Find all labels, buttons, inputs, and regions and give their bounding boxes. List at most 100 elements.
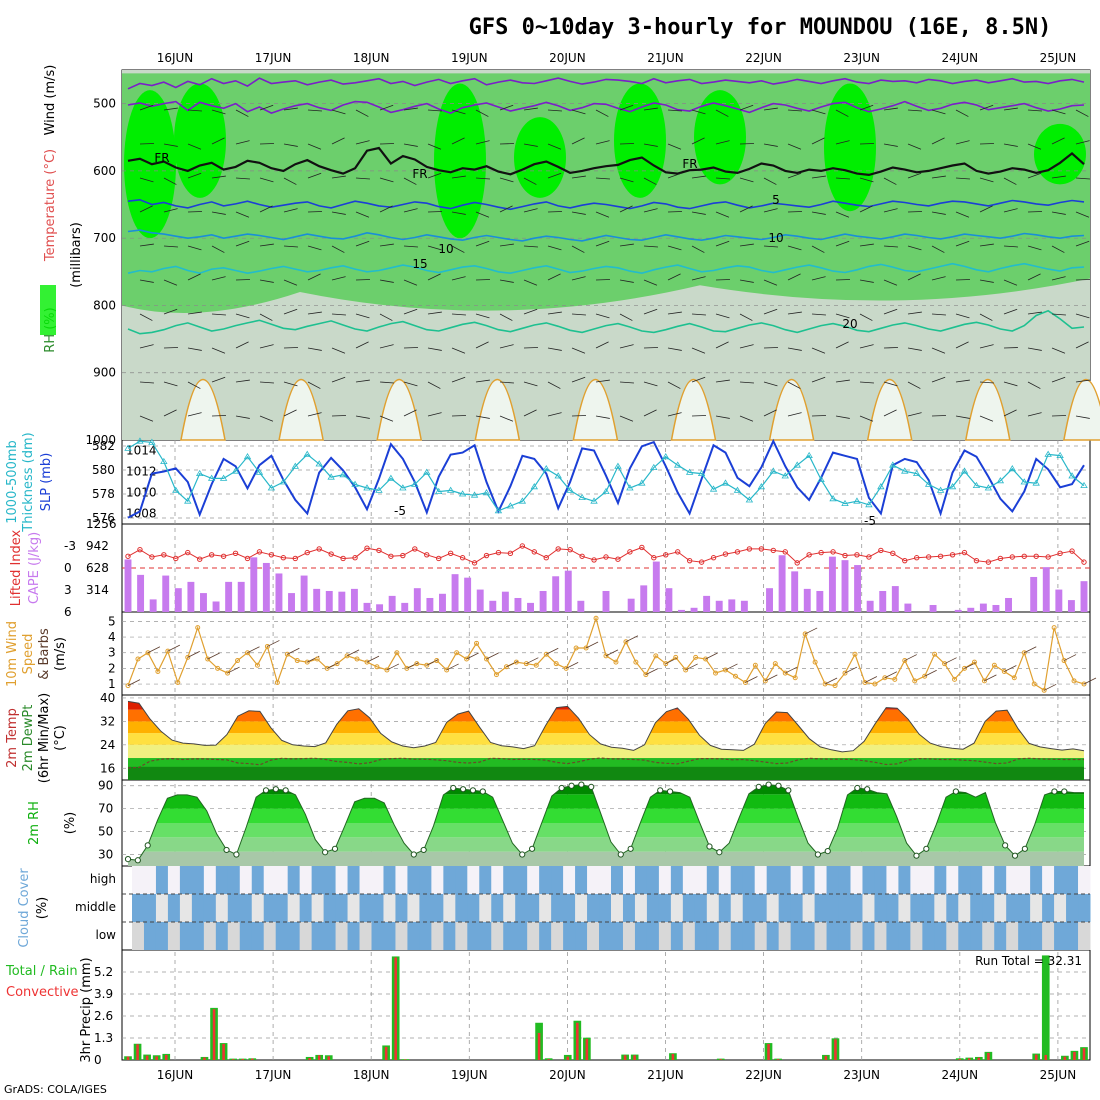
wind-point <box>444 667 450 673</box>
thickness-point <box>793 461 801 468</box>
wind-point <box>245 650 250 656</box>
cape-bar <box>766 588 773 612</box>
wind-point <box>792 675 798 681</box>
cloud-cell-low <box>191 922 205 950</box>
wind-barb <box>427 245 442 251</box>
thickness-point <box>673 461 682 468</box>
li-point <box>459 555 466 561</box>
wind-barb <box>787 347 802 351</box>
isotherm-label: 10 <box>438 242 453 256</box>
cloud-cell-middle <box>622 894 636 922</box>
wind-barb <box>1051 376 1066 383</box>
rh-point <box>519 851 526 858</box>
cloud-cell-middle <box>491 894 504 922</box>
y-axis-label-wind10m: (m/s) <box>53 637 68 671</box>
wind-barb <box>931 245 945 253</box>
wind-barb <box>859 243 874 247</box>
wind-barb <box>883 381 898 387</box>
li-point <box>1033 553 1039 559</box>
wind-barb <box>619 279 634 283</box>
wind-barb <box>139 205 153 213</box>
cape-bar <box>1067 600 1075 612</box>
precip-tick-label: 0 <box>94 1053 102 1067</box>
cloud-cell-low <box>754 922 768 950</box>
wind-barb <box>763 245 778 248</box>
wind-barb <box>331 109 346 115</box>
cloud-cell-middle <box>814 894 828 922</box>
wind-barb <box>979 177 994 183</box>
cloud-cell-low <box>287 922 301 950</box>
cape-bar <box>791 571 799 612</box>
wind-point <box>583 645 589 651</box>
wind-barb <box>1075 240 1090 247</box>
wind-barb <box>1027 245 1042 251</box>
wind-barb <box>979 104 994 111</box>
cloud-row-label: high <box>90 872 116 886</box>
wind-barb <box>595 341 609 349</box>
cape-tick-label: 942 <box>86 539 109 553</box>
y-axis-label-wind10m: 10m Wind <box>5 621 20 687</box>
thickness-point <box>327 473 335 480</box>
cloud-cell-middle <box>527 894 540 922</box>
wind-barb <box>283 208 298 213</box>
thickness-point <box>219 474 228 481</box>
wind-point <box>762 678 768 684</box>
li-point <box>185 549 191 556</box>
wind-barb <box>979 243 994 247</box>
wind-barb-10m <box>625 635 639 643</box>
li-point <box>830 549 836 555</box>
wind-barb <box>1075 415 1090 419</box>
wind-barb <box>475 313 490 319</box>
thickness-point <box>709 485 718 492</box>
cloud-cell-high <box>1078 866 1091 894</box>
wind-barb <box>739 104 754 111</box>
cloud-cell-high <box>515 866 528 894</box>
cloud-cell-low <box>862 922 875 950</box>
wind-point <box>752 662 758 668</box>
thickness-point <box>375 486 383 493</box>
wind-barb <box>859 279 874 283</box>
wind-barb <box>1051 313 1066 316</box>
wind-barb <box>187 311 202 315</box>
wind-barb-10m <box>685 663 698 671</box>
wind-barb <box>1051 276 1066 281</box>
cloud-cell-high <box>611 866 624 894</box>
wind-barb <box>619 177 634 183</box>
thickness-point <box>351 480 359 487</box>
li-point <box>722 551 729 557</box>
cloud-cell-middle <box>754 894 768 922</box>
wind-barb <box>979 205 993 213</box>
pressure-tick-label: 600 <box>93 164 116 178</box>
thickness-point <box>339 471 347 478</box>
cloud-cell-middle <box>539 894 552 922</box>
thickness-point <box>697 469 706 476</box>
wind-barb <box>187 381 201 389</box>
thickness-point <box>924 480 933 487</box>
thickness-point <box>1008 465 1017 472</box>
cape-bar <box>250 557 258 612</box>
wind-barb <box>307 273 321 281</box>
wind-barb <box>427 172 442 179</box>
wind-barb <box>163 308 178 315</box>
cloud-cell-middle <box>946 894 959 922</box>
li-point <box>173 555 179 562</box>
y-axis-label-cloud: Cloud Cover <box>17 868 32 948</box>
cloud-cell-high <box>790 866 804 894</box>
rh-point <box>568 782 575 789</box>
thickness-tick-label: 582 <box>92 439 115 453</box>
li-point <box>292 555 298 562</box>
wind-point <box>543 651 549 657</box>
cloud-cell-high <box>1066 866 1079 894</box>
wind-barb <box>427 412 442 417</box>
thickness-point <box>434 487 443 494</box>
cloud-cell-high <box>251 866 265 894</box>
wind-barb <box>763 143 778 147</box>
wind-barb-10m <box>984 674 997 682</box>
wind-barb <box>619 313 633 321</box>
cloud-cell-middle <box>599 894 612 922</box>
wind-point <box>782 670 788 676</box>
pressure-tick-label: 500 <box>93 97 116 111</box>
wind-point <box>942 661 948 667</box>
rh-tick-label: 30 <box>98 848 113 862</box>
